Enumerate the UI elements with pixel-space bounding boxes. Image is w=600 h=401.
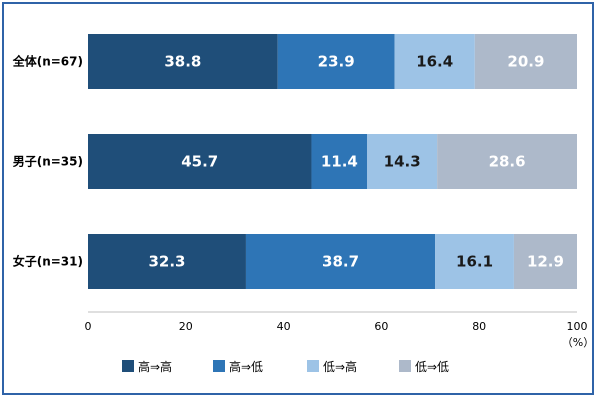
bar-segment-0-2 (394, 34, 475, 89)
bar-segment-2-1 (245, 234, 436, 289)
bar-segment-1-3 (437, 134, 577, 189)
legend-swatch (122, 360, 134, 372)
bar-segment-1-0 (88, 134, 312, 189)
x-tick-label: 20 (179, 320, 193, 333)
category-label: 男子(n=35) (13, 155, 83, 169)
legend-swatch (307, 360, 319, 372)
unit-label: （%） (562, 336, 594, 349)
bar-segment-1-2 (367, 134, 438, 189)
data-label: 32.3 (148, 253, 185, 271)
data-label: 14.3 (384, 153, 421, 171)
legend-swatch (213, 360, 225, 372)
data-label: 12.9 (527, 253, 564, 271)
legend-label: 低⇒低 (415, 360, 449, 374)
legend-label: 低⇒高 (323, 359, 357, 374)
data-label: 20.9 (507, 53, 544, 71)
bar-segment-2-3 (513, 234, 577, 289)
legend-label: 高⇒高 (138, 359, 172, 374)
x-tick-label: 60 (374, 320, 388, 333)
x-tick-label: 80 (472, 320, 486, 333)
bar-segment-2-0 (88, 234, 246, 289)
bar-segment-0-0 (88, 34, 278, 89)
bar-segment-1-1 (311, 134, 368, 189)
data-label: 11.4 (321, 153, 358, 171)
legend-swatch (399, 360, 411, 372)
x-tick-label: 100 (567, 320, 588, 333)
bar-segment-2-2 (435, 234, 514, 289)
bar-segment-0-1 (277, 34, 395, 89)
category-label: 全体(n=67) (12, 54, 83, 69)
x-tick-label: 0 (85, 320, 92, 333)
data-label: 16.1 (456, 253, 493, 271)
data-label: 38.7 (322, 253, 359, 271)
category-label: 女子(n=31) (13, 254, 83, 269)
data-label: 23.9 (318, 53, 355, 71)
data-label: 16.4 (416, 53, 453, 71)
x-tick-label: 40 (277, 320, 291, 333)
data-label: 45.7 (181, 153, 218, 171)
legend-label: 高⇒低 (229, 359, 263, 374)
data-label: 28.6 (489, 153, 526, 171)
bar-segment-0-3 (474, 34, 577, 89)
data-label: 38.8 (164, 53, 201, 71)
